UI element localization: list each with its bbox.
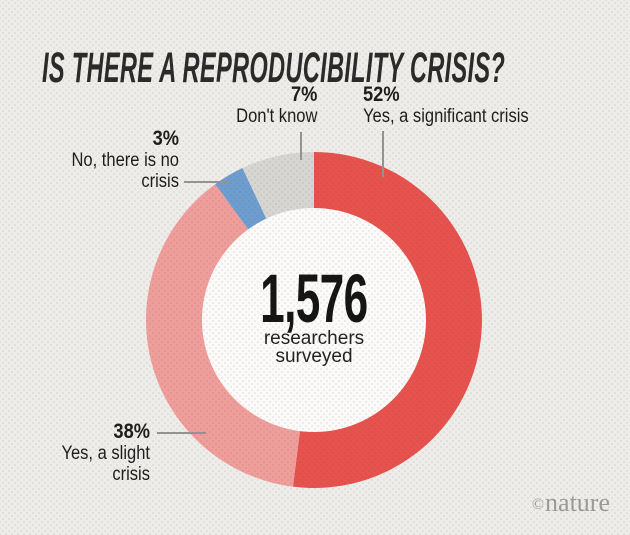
label-no-crisis: No, there is no crisis xyxy=(71,150,179,192)
callout-dont-know: 7% Don't know xyxy=(224,83,317,128)
surveyed-label-line1: researchers xyxy=(263,328,365,349)
donut-hole xyxy=(202,208,426,432)
donut-chart-area: 1,576 researchers surveyed xyxy=(144,150,484,490)
nature-logo: ©nature xyxy=(532,490,610,518)
callout-no-crisis: 3% No, there is no crisis xyxy=(29,127,179,193)
leader-line-no-crisis xyxy=(184,181,230,183)
leader-line-slight xyxy=(157,432,206,434)
donut-center-text: 1,576 researchers surveyed xyxy=(144,150,484,490)
surveyed-label-line2: surveyed xyxy=(275,346,353,367)
pct-significant: 52% xyxy=(363,83,400,106)
pct-no-crisis: 3% xyxy=(152,127,179,150)
chart-title: IS THERE A REPRODUCIBILITY CRISIS? xyxy=(42,43,506,92)
callout-significant: 52% Yes, a significant crisis xyxy=(363,83,553,128)
donut-chart xyxy=(145,152,482,488)
label-significant: Yes, a significant crisis xyxy=(363,106,529,127)
surveyed-count: 1,576 xyxy=(260,260,368,337)
pct-dont-know: 7% xyxy=(290,83,317,106)
leader-line-significant xyxy=(382,131,384,177)
copyright-icon: © xyxy=(531,496,545,513)
label-dont-know: Don't know xyxy=(235,106,317,127)
callout-slight: 38% Yes, a slight crisis xyxy=(38,420,150,486)
nature-wordmark: nature xyxy=(545,488,610,517)
label-slight: Yes, a slight crisis xyxy=(61,443,150,485)
leader-line-dont-know xyxy=(300,132,302,160)
pct-slight: 38% xyxy=(113,420,150,443)
